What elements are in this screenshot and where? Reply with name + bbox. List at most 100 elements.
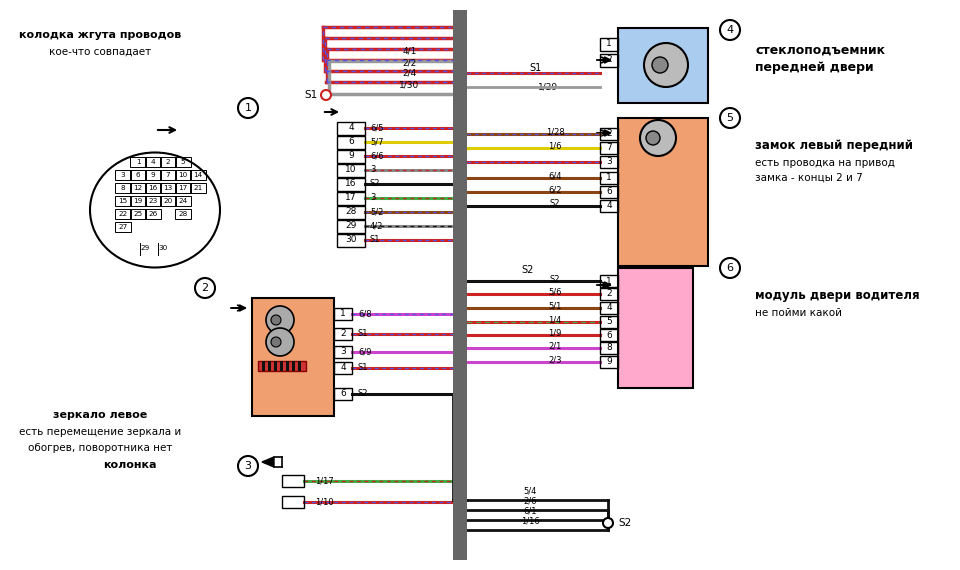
Bar bbox=[618, 268, 693, 388]
Bar bbox=[115, 222, 131, 232]
Text: замка - концы 2 и 7: замка - концы 2 и 7 bbox=[755, 173, 863, 183]
Circle shape bbox=[271, 315, 281, 325]
Bar bbox=[600, 54, 618, 67]
Text: 2: 2 bbox=[606, 55, 612, 64]
Text: 6: 6 bbox=[606, 331, 612, 340]
Bar bbox=[175, 170, 191, 180]
Text: 8: 8 bbox=[606, 344, 612, 352]
Text: 1/10: 1/10 bbox=[315, 498, 334, 507]
Text: 13: 13 bbox=[163, 185, 173, 191]
Text: обогрев, поворотника нет: обогрев, поворотника нет bbox=[28, 443, 172, 453]
Bar bbox=[274, 361, 277, 371]
Text: 29: 29 bbox=[346, 222, 357, 230]
Circle shape bbox=[646, 131, 660, 145]
Text: 9: 9 bbox=[348, 152, 354, 161]
Text: 4: 4 bbox=[151, 159, 156, 165]
Text: 5/7: 5/7 bbox=[370, 137, 383, 146]
Bar bbox=[175, 209, 191, 219]
Bar bbox=[115, 170, 131, 180]
Text: 1: 1 bbox=[606, 173, 612, 182]
Text: 2/2: 2/2 bbox=[402, 58, 417, 67]
Text: 1/29: 1/29 bbox=[538, 83, 558, 92]
Text: 3: 3 bbox=[121, 172, 126, 178]
Text: 28: 28 bbox=[179, 211, 187, 217]
Bar bbox=[600, 342, 618, 354]
Circle shape bbox=[652, 57, 668, 73]
Bar bbox=[175, 196, 191, 206]
Bar bbox=[334, 328, 352, 340]
Bar bbox=[337, 206, 365, 219]
Text: 3: 3 bbox=[370, 193, 375, 202]
Bar bbox=[145, 170, 161, 180]
Text: 15: 15 bbox=[118, 198, 128, 204]
Bar bbox=[600, 288, 618, 300]
Text: 5/6: 5/6 bbox=[548, 287, 562, 296]
Text: 6: 6 bbox=[606, 188, 612, 197]
Bar bbox=[337, 150, 365, 163]
Bar bbox=[298, 361, 301, 371]
Text: модуль двери водителя: модуль двери водителя bbox=[755, 288, 920, 302]
Bar bbox=[282, 496, 304, 508]
Bar bbox=[258, 361, 306, 371]
Text: 6/2: 6/2 bbox=[548, 185, 562, 194]
Bar bbox=[600, 128, 618, 140]
Bar bbox=[286, 361, 289, 371]
Text: 17: 17 bbox=[346, 193, 357, 202]
Bar bbox=[600, 316, 618, 328]
Circle shape bbox=[321, 90, 331, 100]
Text: S1: S1 bbox=[529, 63, 541, 73]
Text: 2/3: 2/3 bbox=[548, 356, 562, 364]
Text: 16: 16 bbox=[149, 185, 157, 191]
Text: 5: 5 bbox=[606, 317, 612, 327]
Text: 28: 28 bbox=[346, 207, 357, 217]
Text: 2/4: 2/4 bbox=[402, 69, 417, 78]
Text: 9: 9 bbox=[151, 172, 156, 178]
Polygon shape bbox=[262, 457, 274, 467]
Bar bbox=[252, 298, 334, 416]
Text: 6/6: 6/6 bbox=[370, 152, 384, 161]
Text: 29: 29 bbox=[140, 245, 150, 251]
Text: 4: 4 bbox=[348, 124, 354, 132]
Bar bbox=[600, 38, 618, 51]
Text: 4: 4 bbox=[606, 303, 612, 312]
Text: 4: 4 bbox=[606, 202, 612, 210]
Bar bbox=[600, 329, 618, 341]
Text: 1/16: 1/16 bbox=[520, 517, 540, 526]
Circle shape bbox=[644, 43, 688, 87]
Text: 6: 6 bbox=[135, 172, 140, 178]
Text: 19: 19 bbox=[133, 198, 143, 204]
Text: кое-что совпадает: кое-что совпадает bbox=[49, 47, 151, 57]
Text: не пойми какой: не пойми какой bbox=[755, 308, 842, 318]
Text: 20: 20 bbox=[163, 198, 173, 204]
Text: 1/30: 1/30 bbox=[399, 81, 420, 90]
Text: 12: 12 bbox=[133, 185, 143, 191]
Bar bbox=[115, 196, 131, 206]
Text: 5/1: 5/1 bbox=[548, 302, 562, 311]
Text: S2: S2 bbox=[522, 265, 534, 275]
Bar bbox=[292, 361, 295, 371]
Text: 7: 7 bbox=[606, 144, 612, 153]
Text: передней двери: передней двери bbox=[755, 62, 874, 75]
Bar bbox=[600, 156, 618, 168]
Text: стеклоподъемник: стеклоподъемник bbox=[755, 43, 885, 56]
Bar bbox=[600, 356, 618, 368]
Text: 10: 10 bbox=[179, 172, 187, 178]
Text: S2: S2 bbox=[370, 180, 380, 189]
Text: S1: S1 bbox=[370, 235, 380, 245]
Bar bbox=[145, 209, 161, 219]
Bar bbox=[115, 183, 131, 193]
Bar bbox=[600, 172, 618, 184]
Bar bbox=[337, 220, 365, 233]
Bar bbox=[453, 10, 467, 560]
Text: 2: 2 bbox=[202, 283, 208, 293]
Bar bbox=[145, 183, 161, 193]
Text: 6/8: 6/8 bbox=[358, 310, 372, 319]
Text: колодка жгута проводов: колодка жгута проводов bbox=[19, 30, 181, 40]
Bar bbox=[337, 192, 365, 205]
Bar bbox=[337, 178, 365, 191]
Bar bbox=[618, 118, 708, 266]
Bar bbox=[160, 183, 176, 193]
Bar bbox=[600, 200, 618, 212]
Bar bbox=[130, 170, 146, 180]
Bar bbox=[600, 186, 618, 198]
